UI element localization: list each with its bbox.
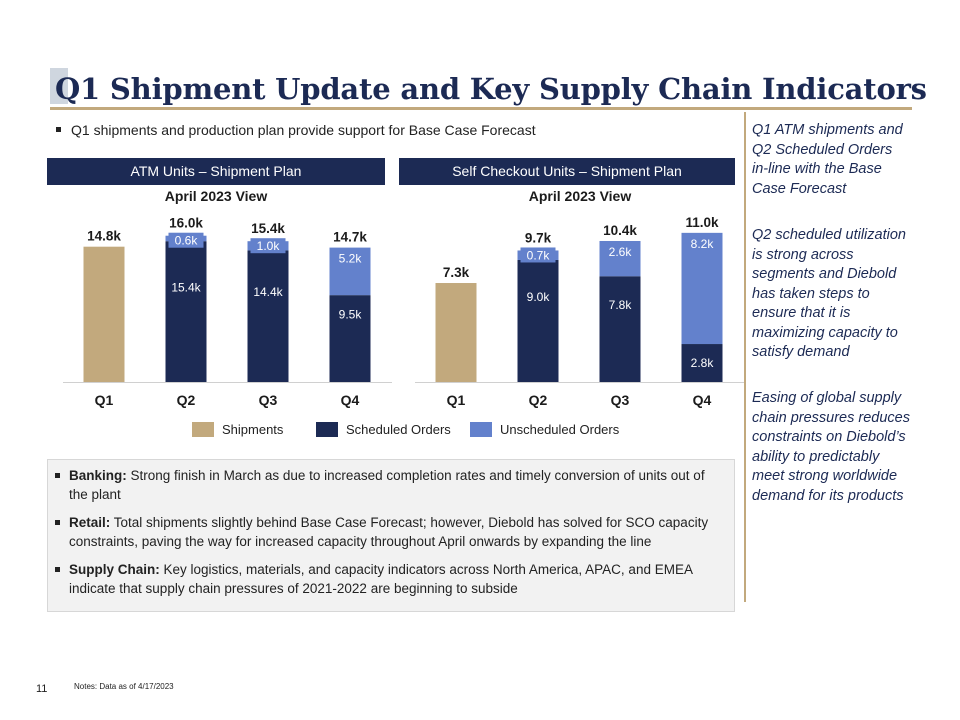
bullet-square-icon <box>55 473 60 478</box>
bullet-banking: Banking: Strong finish in March as due t… <box>55 466 723 504</box>
side-note-2: Q2 scheduled utilization is strong acros… <box>752 227 906 360</box>
sco-panel-header: Self Checkout Units – Shipment Plan <box>399 158 735 185</box>
bar-segment-label: 1.0k <box>257 239 281 253</box>
bar-label-box <box>168 232 204 248</box>
x-tick-label: Q4 <box>341 392 360 408</box>
bar-segment-scheduled-orders <box>517 259 559 382</box>
bar-label-box <box>520 247 556 263</box>
lead-bullet: Q1 shipments and production plan provide… <box>56 122 536 138</box>
bar-segment-scheduled-orders <box>165 241 207 382</box>
x-tick-label: Q3 <box>611 392 630 408</box>
commentary-bullets: Banking: Strong finish in March as due t… <box>55 466 723 607</box>
bullet-text: Key logistics, materials, and capacity i… <box>69 562 693 596</box>
x-tick-label: Q4 <box>693 392 712 408</box>
atm-shipment-chart: 14.8k Q1 15.4k 0.6k 16.0k Q2 14.4k 1.0k 15.4k Q3 9… <box>63 216 392 408</box>
bar-segment-unscheduled-orders <box>329 247 371 296</box>
bar-segment-label: 5.2k <box>339 252 363 266</box>
x-tick-label: Q1 <box>95 392 114 408</box>
bullet-label: Retail: <box>69 515 111 530</box>
bar-label-box <box>250 238 286 254</box>
bar-segment-label: 14.4k <box>253 285 283 299</box>
page-number: 11 <box>36 683 48 695</box>
bullet-label: Banking: <box>69 468 127 483</box>
x-tick-label: Q2 <box>177 392 196 408</box>
bullet-text: Strong finish in March as due to increas… <box>69 468 705 502</box>
bar-total-label: 11.0k <box>685 215 719 230</box>
bar-segment-label: 7.8k <box>609 298 633 312</box>
bullet-square-icon <box>56 126 61 132</box>
legend-item-unscheduled: Unscheduled Orders <box>470 421 619 439</box>
legend-swatch-shipments <box>192 422 214 438</box>
bar-segment-shipments <box>435 283 477 382</box>
legend-label: Shipments <box>222 422 284 437</box>
bar-total-label: 7.3k <box>443 265 470 280</box>
bar-total-label: 14.7k <box>333 230 367 245</box>
page-title: Q1 Shipment Update and Key Supply Chain … <box>55 72 927 106</box>
legend-label: Unscheduled Orders <box>500 422 620 437</box>
bullet-square-icon <box>55 520 60 525</box>
x-tick-label: Q3 <box>259 392 278 408</box>
bar-segment-label: 0.7k <box>527 248 551 262</box>
bar-segment-label: 9.5k <box>339 308 363 322</box>
footnote: Notes: Data as of 4/17/2023 <box>74 682 174 691</box>
legend-item-scheduled: Scheduled Orders <box>316 421 451 439</box>
legend-swatch-scheduled <box>316 422 338 438</box>
x-tick-label: Q2 <box>529 392 548 408</box>
bar-segment-label: 8.2k <box>691 237 715 251</box>
bar-total-label: 9.7k <box>525 230 552 245</box>
lead-text: Q1 shipments and production plan provide… <box>71 122 536 138</box>
bar-segment-scheduled-orders <box>329 295 371 382</box>
bullet-retail: Retail: Total shipments slightly behind … <box>55 513 723 551</box>
x-tick-label: Q1 <box>447 392 466 408</box>
sidebar-divider <box>744 112 746 602</box>
title-accent <box>50 68 68 104</box>
bar-segment-label: 0.6k <box>175 234 199 248</box>
bar-segment-label: 15.4k <box>171 281 201 295</box>
title-rule <box>50 107 912 110</box>
bullet-text: Total shipments slightly behind Base Cas… <box>69 515 709 549</box>
bar-segment-unscheduled-orders <box>681 232 723 345</box>
bar-segment-unscheduled-orders <box>599 240 641 277</box>
bullet-supply-chain: Supply Chain: Key logistics, materials, … <box>55 560 723 598</box>
bar-segment-shipments <box>83 246 125 382</box>
bar-segment-scheduled-orders <box>681 344 723 382</box>
commentary-box <box>47 459 735 612</box>
atm-chart-title: April 2023 View <box>164 188 268 204</box>
legend-item-shipments: Shipments <box>192 421 283 439</box>
side-note-1: Q1 ATM shipments and Q2 Scheduled Orders… <box>752 122 903 197</box>
bar-total-label: 10.4k <box>603 223 637 238</box>
legend-label: Scheduled Orders <box>346 422 451 437</box>
bar-total-label: 14.8k <box>87 229 121 244</box>
atm-panel-header: ATM Units – Shipment Plan <box>47 158 385 185</box>
bar-segment-label: 2.6k <box>609 245 633 259</box>
bar-total-label: 15.4k <box>251 221 285 236</box>
side-note-3: Easing of global supply chain pressures … <box>752 390 910 504</box>
bar-total-label: 16.0k <box>169 216 203 231</box>
bullet-square-icon <box>55 567 60 572</box>
bar-segment-scheduled-orders <box>247 250 289 382</box>
sco-chart-title: April 2023 View <box>528 188 632 204</box>
bar-segment-label: 2.8k <box>691 356 715 370</box>
bar-segment-scheduled-orders <box>599 276 641 382</box>
legend-swatch-unscheduled <box>470 422 492 438</box>
sco-shipment-chart: 7.3k Q1 9.0k 0.7k 9.7k Q2 7.8k 2.6k 10.4k Q3 2.8k 8… <box>415 215 744 408</box>
bullet-label: Supply Chain: <box>69 562 160 577</box>
bar-segment-label: 9.0k <box>527 290 551 304</box>
